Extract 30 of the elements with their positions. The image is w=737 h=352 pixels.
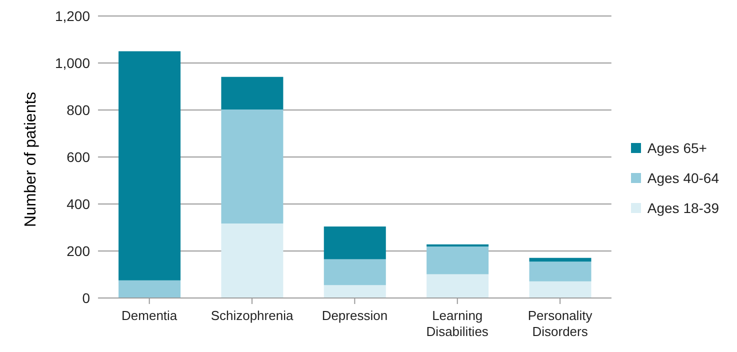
y-tick-label: 200 — [66, 242, 90, 259]
y-axis-title: Number of patients — [22, 92, 40, 227]
legend-label: Ages 65+ — [647, 140, 707, 156]
bar — [118, 280, 181, 298]
x-tick-label: Schizophrenia — [210, 308, 294, 323]
x-tick-label: Depression — [322, 308, 388, 323]
bar — [221, 76, 284, 110]
y-tick-label: 800 — [66, 102, 90, 118]
y-tick-label: 1,000 — [54, 54, 90, 71]
bar — [324, 226, 386, 260]
x-tick-label: Dementia — [122, 308, 178, 323]
y-tick-label: 1,200 — [54, 8, 90, 24]
legend-label: Ages 40-64 — [647, 170, 719, 186]
y-tick-label: 400 — [66, 196, 90, 212]
bar — [426, 244, 489, 247]
bar — [426, 274, 489, 298]
bar — [529, 258, 592, 262]
bar — [221, 110, 284, 224]
x-tick-label: Learning Disabilities — [426, 308, 489, 339]
bar — [324, 285, 386, 298]
bar — [324, 259, 386, 286]
y-tick-label: 600 — [66, 148, 90, 165]
bar — [426, 246, 489, 274]
bar — [529, 262, 592, 282]
y-tick-label: 0 — [82, 290, 90, 306]
bar — [529, 281, 592, 298]
bar — [118, 51, 181, 280]
bar — [221, 224, 284, 298]
legend-label: Ages 18-39 — [647, 200, 719, 216]
x-tick-label: Personality Disorders — [528, 308, 593, 339]
